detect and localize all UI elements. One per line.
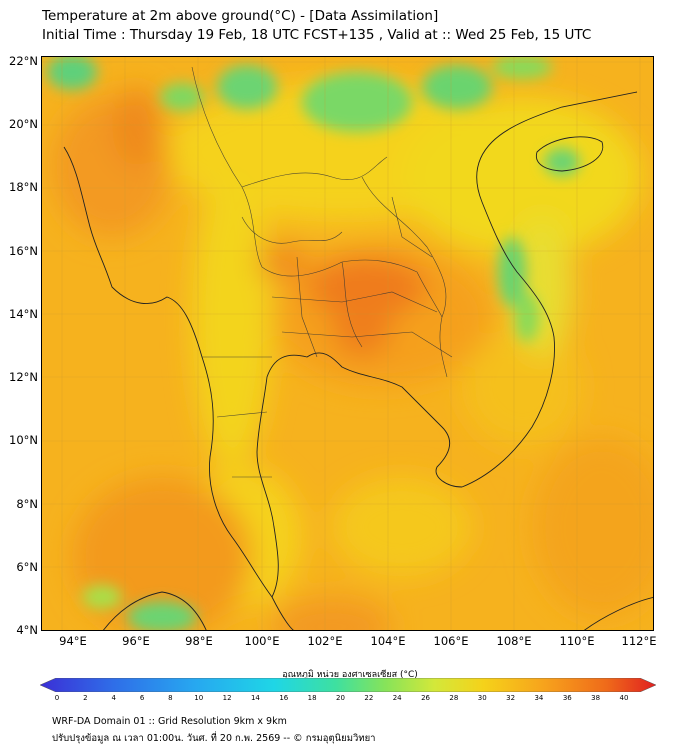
lon-label: 104°E (370, 634, 406, 648)
colorbar-tick-label: 8 (168, 694, 173, 702)
temperature-map (41, 56, 654, 631)
chart-title: Temperature at 2m above ground(°C) - [Da… (42, 8, 439, 24)
colorbar-tick-label: 36 (562, 694, 572, 702)
colorbar-tick-label: 28 (449, 694, 459, 702)
lon-label: 100°E (244, 634, 280, 648)
colorbar-tick-label: 32 (506, 694, 516, 702)
colorbar-tick-label: 26 (421, 694, 430, 702)
lon-label: 94°E (59, 634, 87, 648)
map-canvas (42, 57, 653, 630)
lat-label: 4°N (16, 623, 38, 637)
lat-label: 16°N (9, 244, 38, 258)
admin-borders (191, 66, 453, 478)
footer-update: ปรับปรุงข้อมูล ณ เวลา 01:00น. วันศ. ที่ … (52, 733, 376, 744)
colorbar-tick-label: 16 (279, 694, 289, 702)
lat-label: 20°N (9, 117, 38, 131)
colorbar-tick-label: 2 (83, 694, 88, 702)
colorbar-tick-label: 30 (477, 694, 487, 702)
colorbar-tick-label: 22 (364, 694, 374, 702)
colorbar-tick-label: 38 (591, 694, 601, 702)
chart-subtitle: Initial Time : Thursday 19 Feb, 18 UTC F… (42, 27, 592, 43)
lon-label: 96°E (122, 634, 150, 648)
colorbar-tick-label: 34 (534, 694, 544, 702)
lat-label: 6°N (16, 560, 38, 574)
lat-label: 10°N (9, 433, 38, 447)
cool-highlands (47, 57, 580, 630)
colorbar-gradient (40, 678, 656, 692)
colorbar-tick-label: 0 (54, 694, 60, 702)
lon-label: 108°E (496, 634, 532, 648)
colorbar-tick-label: 14 (250, 694, 260, 702)
footer-domain: WRF-DA Domain 01 :: Grid Resolution 9km … (52, 716, 287, 727)
lon-label: 102°E (307, 634, 343, 648)
lon-label: 112°E (621, 634, 657, 648)
colorbar-tick-label: 20 (336, 694, 345, 702)
lat-label: 12°N (9, 370, 38, 384)
lon-label: 110°E (559, 634, 595, 648)
colorbar-tick-label: 6 (139, 694, 145, 702)
lat-label: 14°N (9, 307, 38, 321)
lon-label: 106°E (433, 634, 469, 648)
colorbar-tick-label: 18 (307, 694, 317, 702)
lon-label: 98°E (185, 634, 213, 648)
lat-label: 22°N (9, 54, 38, 68)
colorbar-tick-label: 40 (619, 694, 629, 702)
colorbar-title: อุณหภูมิ หน่วย องศาเซลเซียส (°C) (282, 670, 418, 680)
colorbar-tick-label: 12 (222, 694, 232, 702)
colorbar-tick-label: 10 (194, 694, 204, 702)
lat-label: 18°N (9, 180, 38, 194)
lat-label: 8°N (16, 497, 38, 511)
colorbar-tick-label: 4 (111, 694, 116, 702)
colorbar-tick-label: 24 (392, 694, 402, 702)
colorbar (40, 678, 656, 692)
coastlines (63, 91, 653, 630)
